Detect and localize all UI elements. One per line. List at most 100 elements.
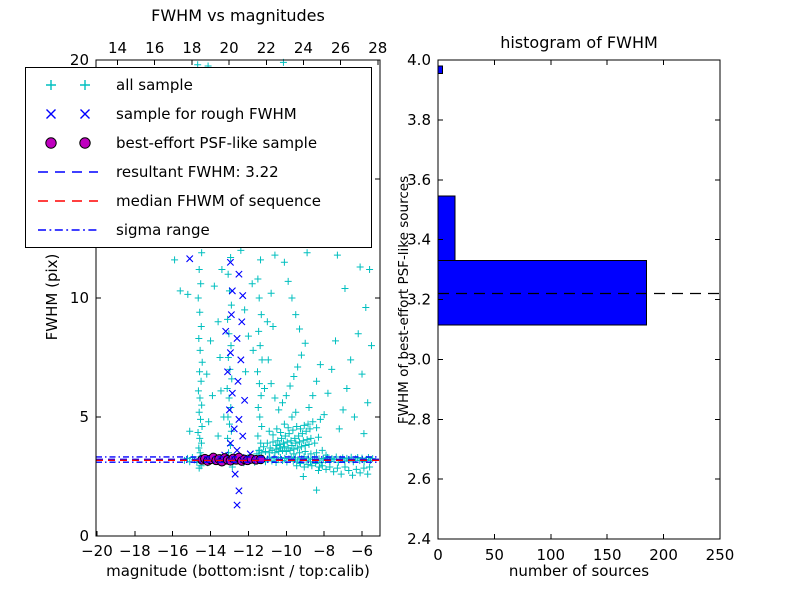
scatter-point-plus	[332, 337, 340, 345]
scatter-point-plus	[195, 408, 203, 416]
y-tick-label: 3.4	[407, 231, 431, 249]
scatter-point-plus	[305, 403, 313, 411]
scatter-point-x	[235, 487, 243, 495]
scatter-point-plus	[269, 431, 277, 439]
legend-item-3: best-effort PSF-like sample	[26, 129, 371, 157]
scatter-point-plus	[318, 446, 326, 454]
x-tick-label: −14	[195, 542, 227, 560]
scatter-point-plus	[278, 434, 286, 442]
scatter-point-plus	[283, 438, 291, 446]
scatter-point-plus	[241, 306, 249, 314]
scatter-point-plus	[216, 354, 224, 361]
scatter-point-plus	[280, 420, 288, 428]
scatter-point-plus	[352, 465, 360, 473]
scatter-point-x	[186, 255, 194, 263]
scatter-point-plus	[299, 437, 307, 445]
legend-item-label: best-effort PSF-like sample	[116, 133, 318, 152]
legend-marker-glyph	[46, 79, 56, 90]
scatter-point-plus	[227, 403, 235, 411]
scatter-point-x	[226, 258, 235, 266]
scatter-point-plus	[354, 330, 362, 338]
scatter-point-plus	[272, 442, 280, 450]
scatter-point-plus	[286, 446, 294, 454]
scatter-point-plus	[293, 423, 301, 431]
scatter-point-plus	[314, 433, 322, 441]
scatter-point-plus	[292, 439, 300, 447]
scatter-point-plus	[276, 440, 284, 448]
scatter-point-plus	[295, 432, 303, 440]
x-tick-label: −16	[157, 542, 189, 560]
top-tick-label: 26	[331, 39, 350, 57]
right-plot-xlabel: number of sources	[508, 562, 650, 580]
scatter-point-plus	[337, 470, 345, 478]
scatter-point-plus	[299, 473, 307, 480]
legend-marker-glyph	[79, 137, 91, 149]
scatter-point-x	[223, 368, 232, 376]
scatter-point-x	[233, 446, 241, 454]
scatter-point-plus	[360, 430, 368, 438]
scatter-point-plus	[320, 411, 328, 419]
scatter-point-plus	[307, 434, 315, 442]
top-tick-label: 24	[294, 39, 313, 57]
y-tick-label: 3.8	[407, 111, 431, 129]
scatter-point-plus	[186, 427, 194, 435]
scatter-point-plus	[196, 449, 204, 457]
scatter-point-plus	[307, 450, 315, 458]
right-plot-title: histogram of FWHM	[500, 33, 658, 52]
scatter-point-plus	[296, 325, 304, 333]
scatter-point-plus	[366, 463, 374, 471]
histogram-bar	[437, 260, 648, 326]
scatter-point-plus	[341, 284, 349, 292]
legend-item-4: resultant FWHM: 3.22	[26, 158, 371, 186]
scatter-point-plus	[256, 342, 264, 350]
scatter-point-plus	[313, 377, 321, 385]
scatter-point-plus	[263, 439, 271, 447]
scatter-point-plus	[290, 373, 298, 381]
scatter-point-plus	[277, 428, 285, 436]
scatter-point-plus	[308, 462, 316, 470]
scatter-point-plus	[197, 439, 205, 447]
scatter-point-plus	[315, 463, 323, 471]
scatter-point-plus	[358, 370, 366, 378]
scatter-point-plus	[360, 464, 368, 472]
scatter-point-plus	[292, 408, 300, 416]
scatter-point-plus	[248, 280, 256, 288]
scatter-point-plus	[197, 377, 205, 385]
top-tick-label: 16	[145, 39, 164, 57]
scatter-point-x	[227, 311, 235, 319]
scatter-point-plus	[305, 440, 313, 448]
scatter-point-plus	[264, 356, 272, 364]
scatter-point-plus	[318, 462, 326, 470]
scatter-point-plus	[258, 423, 266, 431]
scatter-point-plus	[314, 467, 322, 475]
y-tick-label: 3.6	[407, 171, 431, 189]
dashdot-line-legend-icon	[38, 229, 98, 232]
histogram-bar	[437, 195, 456, 262]
scatter-point-plus	[339, 406, 347, 414]
scatter-point-x	[241, 396, 249, 404]
scatter-point-plus	[208, 392, 216, 400]
legend-item-5: median FHWM of sequence	[26, 187, 371, 215]
scatter-point-plus	[269, 438, 277, 446]
scatter-point-plus	[288, 294, 296, 302]
scatter-point-plus	[335, 425, 343, 433]
scatter-point-plus	[286, 382, 294, 390]
scatter-point-plus	[254, 432, 262, 440]
scatter-point-plus	[197, 415, 205, 423]
legend-item-1: all sample	[26, 71, 371, 99]
y-tick-label: 5	[79, 408, 89, 426]
scatter-point-plus	[292, 311, 300, 319]
scatter-point-plus	[271, 251, 279, 259]
legend-marker-glyph	[80, 108, 90, 119]
scatter-point-plus	[218, 265, 226, 273]
scatter-point-plus	[257, 392, 265, 400]
scatter-point-plus	[265, 427, 273, 435]
histogram-bar	[437, 65, 444, 74]
scatter-point-plus	[364, 470, 372, 478]
scatter-point-plus	[288, 442, 296, 450]
scatter-point-plus	[330, 468, 338, 476]
y-tick-label: 2.6	[407, 470, 431, 488]
scatter-point-plus	[257, 439, 265, 447]
scatter-point-plus	[255, 294, 263, 302]
